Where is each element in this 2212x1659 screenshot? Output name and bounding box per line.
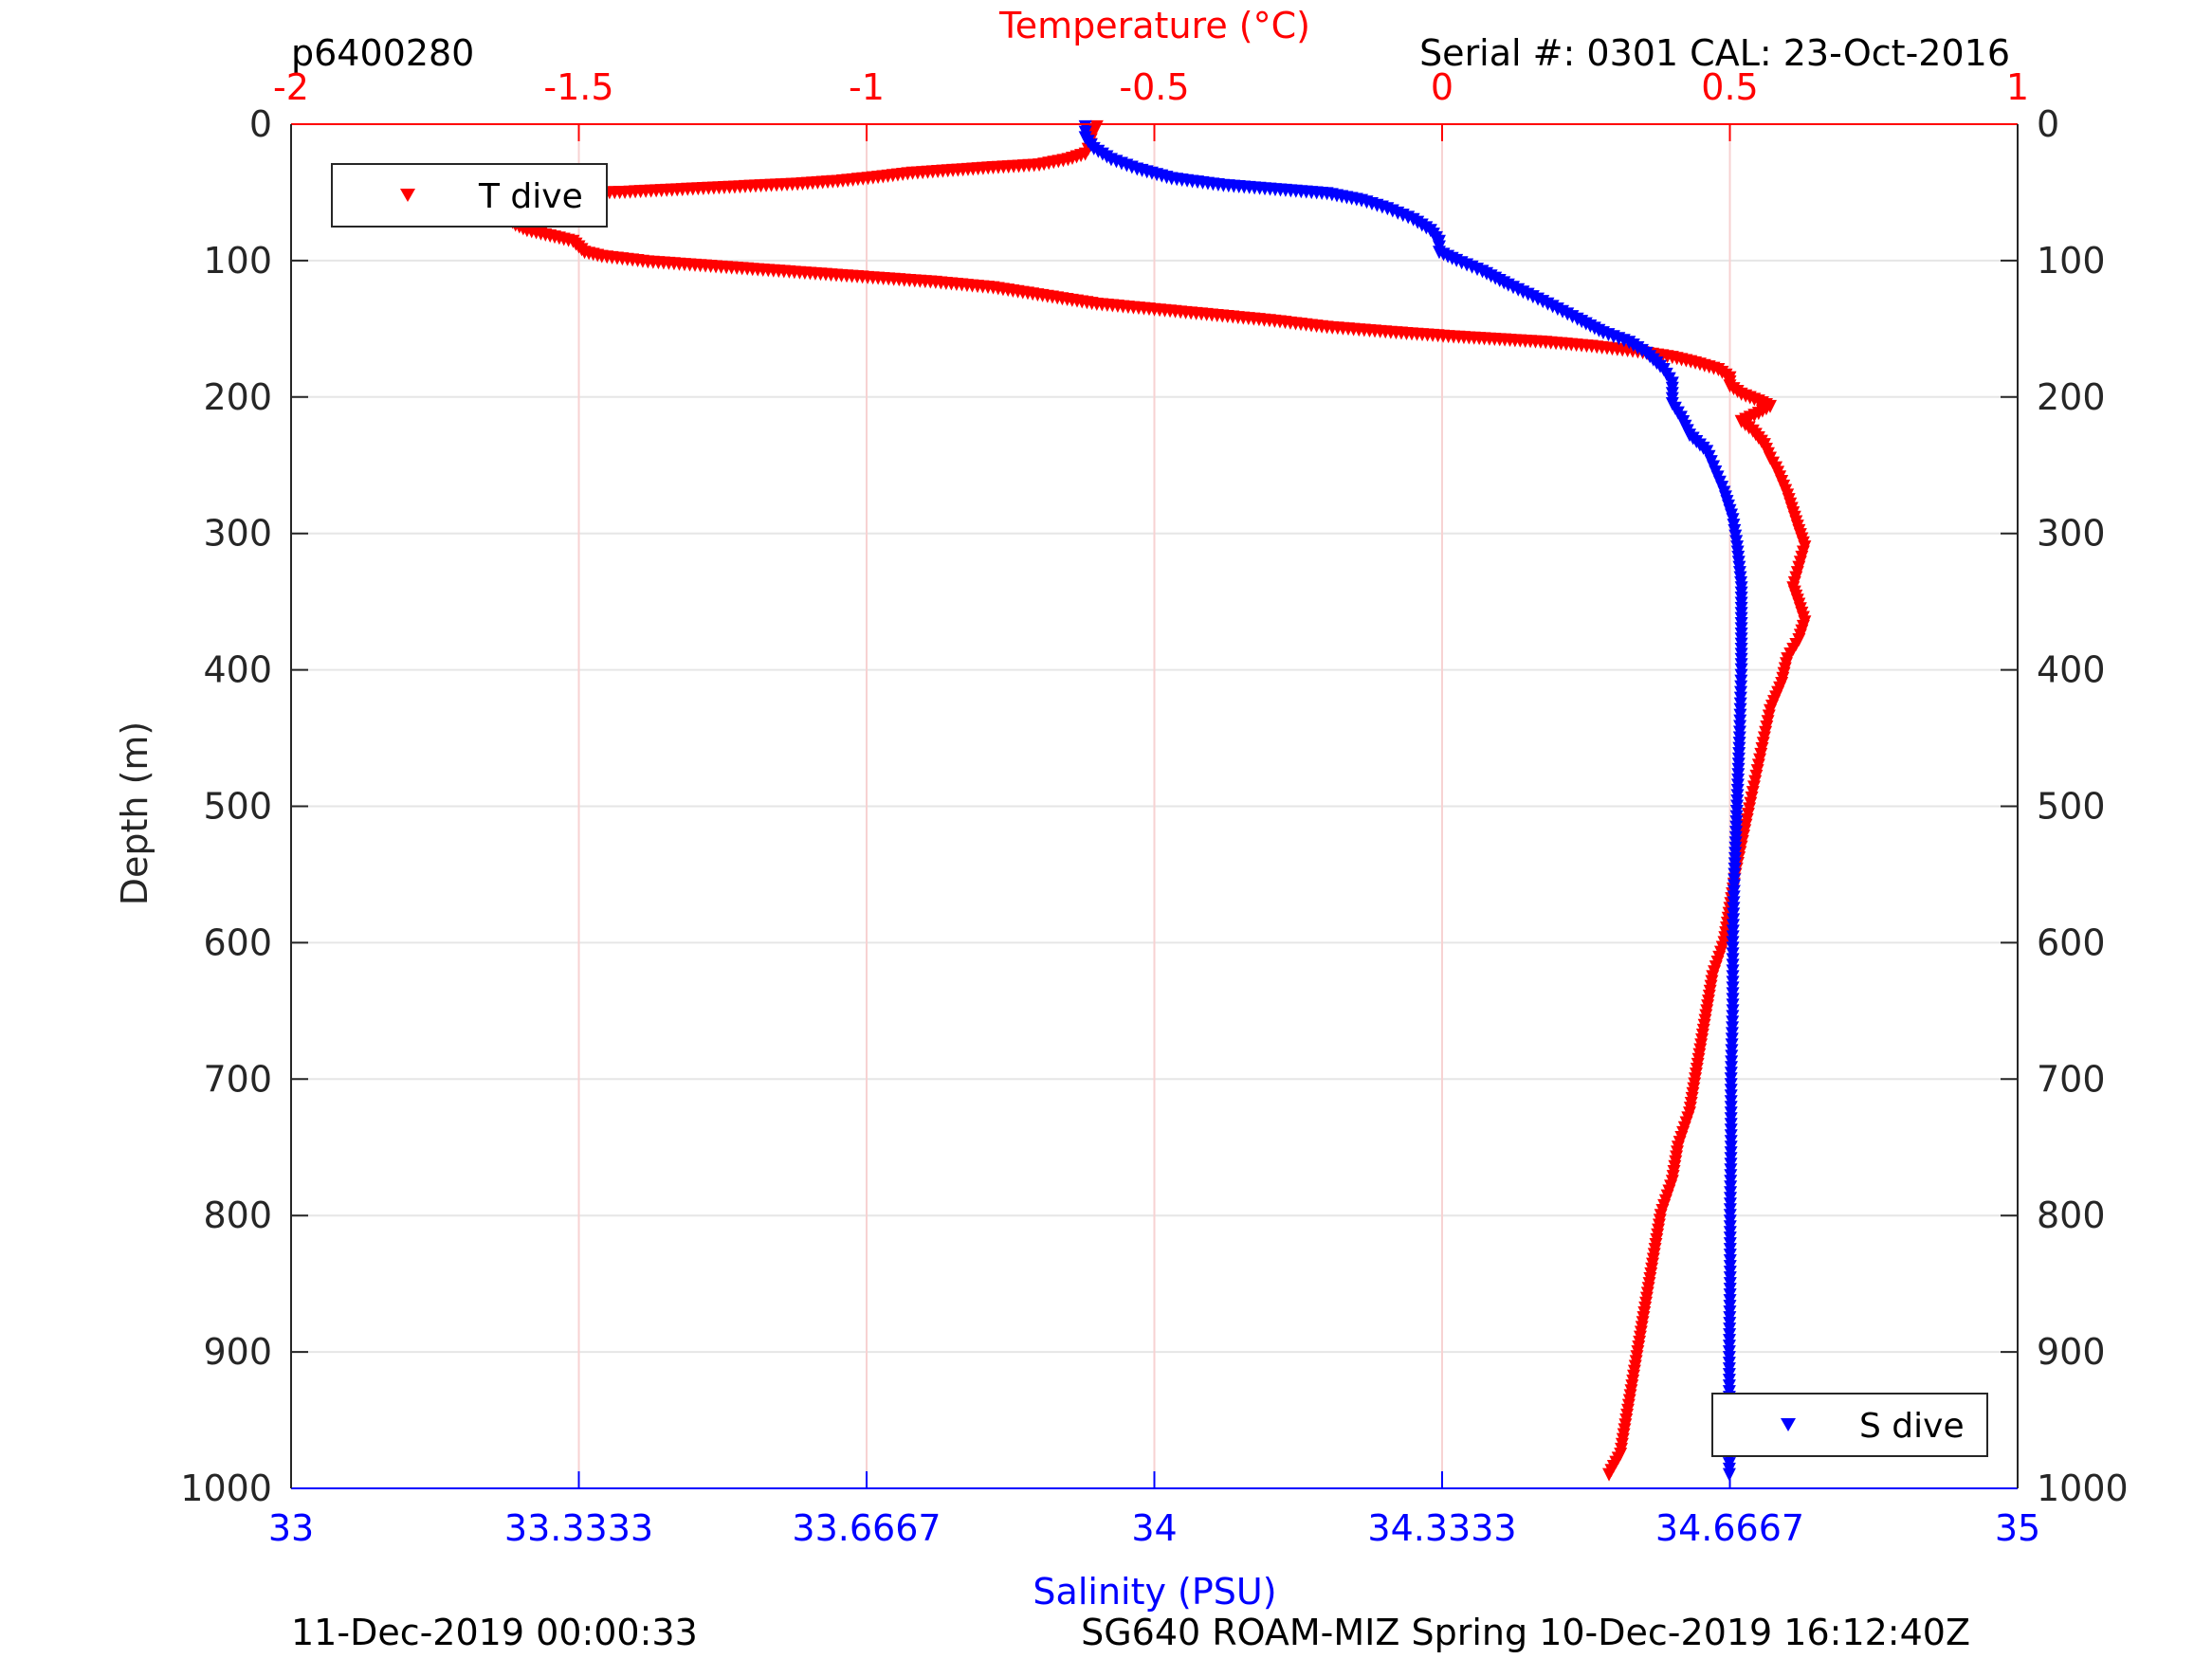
y-tick-label-right: 400 xyxy=(2037,649,2106,691)
y-tick-label-right: 1000 xyxy=(2037,1468,2129,1509)
salinity-tick-label: 34.6667 xyxy=(1655,1507,1804,1549)
legend-salinity: S dive xyxy=(1711,1393,1988,1457)
legend-temperature-marker xyxy=(400,189,415,202)
mission-label: SG640 ROAM-MIZ Spring 10-Dec-2019 16:12:… xyxy=(1081,1612,1970,1653)
grid-layer xyxy=(290,123,2019,1489)
temperature-tick-label: -1.5 xyxy=(543,66,613,108)
legend-temperature: T dive xyxy=(331,163,608,228)
legend-temperature-box xyxy=(331,163,608,228)
temperature-axis-title: Temperature (°C) xyxy=(998,5,1310,46)
y-tick-label-left: 300 xyxy=(203,513,272,555)
temperature-tick-label: -2 xyxy=(273,66,309,108)
y-tick-label-right: 700 xyxy=(2037,1058,2106,1100)
salinity-tick-label: 35 xyxy=(1995,1507,2040,1549)
y-tick-label-left: 500 xyxy=(203,786,272,828)
y-tick-label-left: 1000 xyxy=(180,1468,272,1509)
y-tick-label-left: 900 xyxy=(203,1331,272,1373)
salinity-axis-title: Salinity (PSU) xyxy=(1033,1571,1276,1613)
y-tick-label-left: 700 xyxy=(203,1058,272,1100)
y-tick-label-left: 600 xyxy=(203,921,272,963)
depth-axis-title: Depth (m) xyxy=(114,721,155,906)
temperature-tick-label: 0.5 xyxy=(1701,66,1758,108)
data-layer xyxy=(503,119,1812,1482)
y-tick-label-right: 300 xyxy=(2037,513,2106,555)
temperature-tick-label: -0.5 xyxy=(1119,66,1189,108)
y-tick-label-right: 600 xyxy=(2037,921,2106,963)
y-tick-label-right: 100 xyxy=(2037,240,2106,282)
y-tick-label-right: 500 xyxy=(2037,786,2106,828)
salinity-tick-label: 34.3333 xyxy=(1367,1507,1516,1549)
axis-layer: 0 0 100 100 200 200 300 300 400 400 500 500 600 600 70… xyxy=(180,66,2128,1549)
serial-cal-label: Serial #: 0301 CAL: 23-Oct-2016 xyxy=(1419,32,2010,74)
y-tick-label-right: 200 xyxy=(2037,376,2106,418)
y-tick-label-right: 0 xyxy=(2037,103,2059,145)
timestamp-label: 11-Dec-2019 00:00:33 xyxy=(291,1612,698,1653)
legend-salinity-box xyxy=(1711,1393,1988,1457)
y-tick-label-left: 200 xyxy=(203,376,272,418)
legend-salinity-marker xyxy=(1781,1418,1796,1431)
dive-id-label: p6400280 xyxy=(291,32,474,74)
y-tick-label-left: 400 xyxy=(203,649,272,691)
temperature-tick-label: 0 xyxy=(1431,66,1453,108)
y-tick-label-right: 800 xyxy=(2037,1194,2106,1236)
salinity-tick-label: 33.6667 xyxy=(792,1507,941,1549)
legend-temperature-label: T dive xyxy=(478,177,583,216)
y-tick-label-left: 800 xyxy=(203,1194,272,1236)
y-tick-label-left: 0 xyxy=(249,103,272,145)
temperature-tick-label: 1 xyxy=(2006,66,2029,108)
salinity-tick-label: 33.3333 xyxy=(504,1507,653,1549)
salinity-tick-label: 34 xyxy=(1131,1507,1177,1549)
legend-salinity-label: S dive xyxy=(1859,1407,1965,1446)
y-tick-label-right: 900 xyxy=(2037,1331,2106,1373)
y-tick-label-left: 100 xyxy=(203,240,272,282)
temperature-tick-label: -1 xyxy=(849,66,885,108)
temperature-point xyxy=(1602,1468,1617,1482)
salinity-tick-label: 33 xyxy=(268,1507,314,1549)
